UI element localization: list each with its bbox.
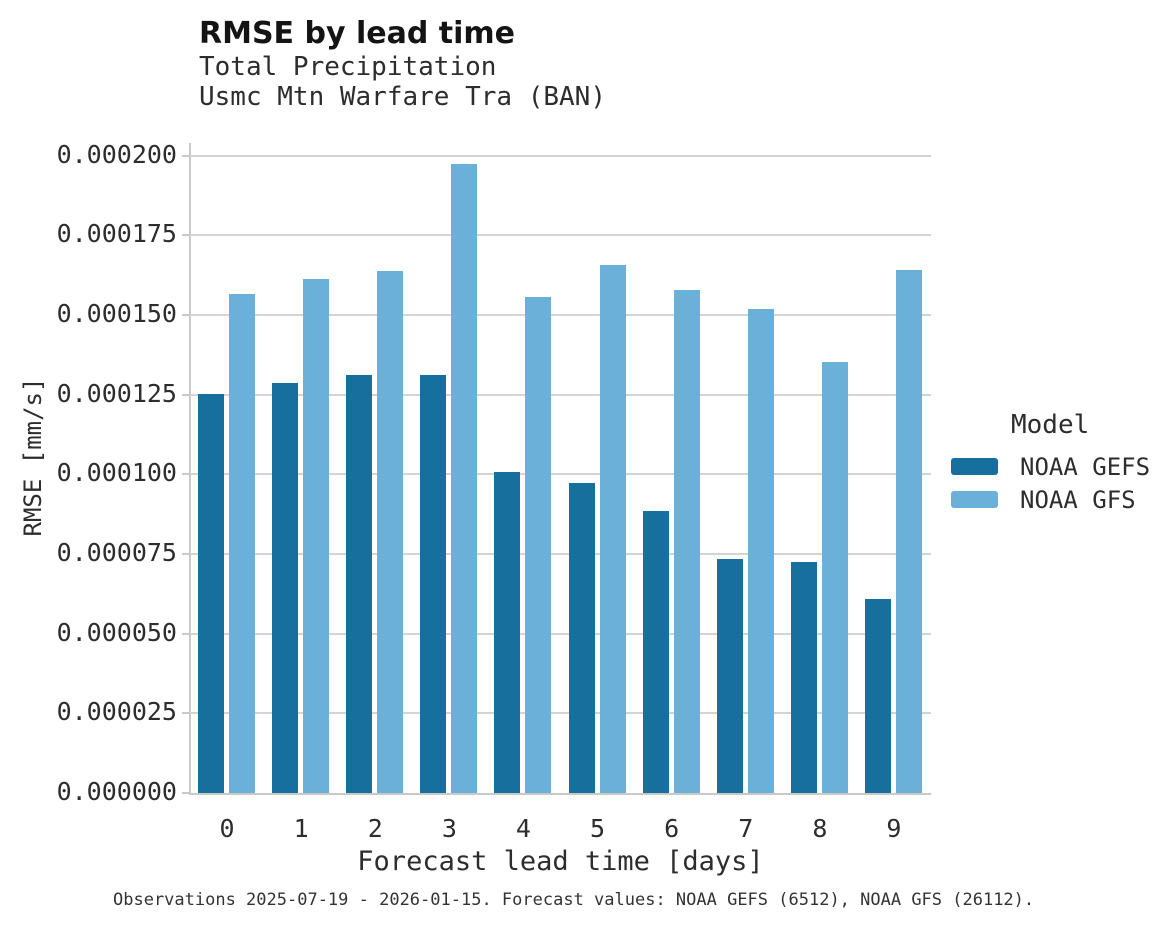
bar-noaa-gefs-lead-4 [494, 472, 520, 793]
x-tick-label-4: 4 [515, 814, 531, 843]
chart-title: RMSE by lead time [199, 16, 515, 51]
x-axis-line [190, 793, 931, 795]
bar-noaa-gfs-lead-9 [896, 270, 922, 793]
chart-subtitle: Total Precipitation Usmc Mtn Warfare Tra … [199, 52, 606, 112]
x-tick-label-8: 8 [812, 814, 828, 843]
x-tick-label-2: 2 [367, 814, 383, 843]
bar-noaa-gfs-lead-2 [377, 271, 403, 793]
gridline-0.000200 [190, 154, 931, 157]
caption-observations: Observations 2025-07-19 - 2026-01-15. Fo… [113, 890, 1035, 910]
x-tick-label-7: 7 [738, 814, 754, 843]
y-tick-label: 0.000000 [56, 777, 177, 806]
y-tick-mark [182, 792, 189, 794]
subtitle-line-2: Usmc Mtn Warfare Tra (BAN) [199, 82, 606, 112]
y-tick-label: 0.000100 [56, 458, 177, 488]
y-tick-mark [182, 712, 189, 715]
y-tick-label: 0.000125 [56, 378, 177, 408]
y-tick-mark [182, 154, 189, 157]
x-tick-label-3: 3 [441, 814, 457, 843]
y-tick-mark [182, 234, 189, 237]
gridline-0.000150 [190, 314, 931, 317]
bar-noaa-gefs-lead-1 [272, 383, 298, 793]
bar-noaa-gfs-lead-6 [674, 290, 700, 793]
gridline-0.000075 [190, 553, 931, 556]
x-axis-label: Forecast lead time [days] [357, 846, 764, 877]
bar-noaa-gfs-lead-8 [822, 362, 848, 793]
gridline-0.000025 [190, 712, 931, 715]
y-tick-mark [182, 473, 189, 476]
bar-noaa-gfs-lead-7 [748, 309, 774, 793]
y-tick-label: 0.000200 [56, 139, 177, 169]
y-tick-mark [182, 393, 189, 396]
bar-noaa-gfs-lead-3 [451, 164, 477, 793]
bar-noaa-gefs-lead-3 [420, 375, 446, 793]
gridline-0.000050 [190, 632, 931, 635]
bar-noaa-gfs-lead-0 [229, 294, 255, 793]
legend-entry-noaa-gfs: NOAA GFS [951, 483, 1150, 516]
legend-swatch-noaa-gfs [951, 491, 998, 508]
plot-area [190, 143, 931, 795]
gridline-0.000125 [190, 393, 931, 396]
legend-entry-noaa-gefs: NOAA GEFS [951, 450, 1150, 483]
x-tick-label-1: 1 [293, 814, 309, 843]
bar-noaa-gefs-lead-5 [569, 483, 595, 793]
legend: Model NOAA GEFS NOAA GFS [951, 410, 1150, 516]
y-tick-label: 0.000075 [56, 538, 177, 568]
x-tick-label-0: 0 [219, 814, 235, 843]
x-tick-label-9: 9 [886, 814, 902, 843]
legend-label-noaa-gefs: NOAA GEFS [1020, 452, 1151, 481]
y-tick-label: 0.000025 [56, 697, 177, 727]
gridline-0.000100 [190, 473, 931, 476]
legend-swatch-noaa-gefs [951, 458, 998, 475]
y-axis-label: RMSE [mm/s] [19, 377, 47, 537]
bar-noaa-gefs-lead-2 [346, 375, 372, 793]
y-tick-mark [182, 314, 189, 317]
y-tick-label: 0.000050 [56, 617, 177, 647]
bar-noaa-gfs-lead-4 [525, 297, 551, 793]
bar-noaa-gefs-lead-9 [865, 599, 891, 793]
y-tick-label: 0.000175 [56, 219, 177, 249]
x-tick-label-5: 5 [590, 814, 606, 843]
legend-label-noaa-gfs: NOAA GFS [1020, 485, 1136, 514]
bar-noaa-gefs-lead-8 [791, 562, 817, 793]
bar-noaa-gefs-lead-6 [643, 511, 669, 793]
y-tick-mark [182, 632, 189, 635]
bar-noaa-gfs-lead-5 [600, 265, 626, 793]
y-axis-spine [189, 143, 191, 795]
legend-title: Model [1011, 410, 1090, 440]
bar-noaa-gfs-lead-1 [303, 279, 329, 793]
bar-noaa-gefs-lead-7 [717, 559, 743, 793]
y-tick-mark [182, 553, 189, 556]
subtitle-line-1: Total Precipitation [199, 52, 497, 82]
gridline-0.000175 [190, 234, 931, 237]
bar-noaa-gefs-lead-0 [198, 394, 224, 793]
y-tick-label: 0.000150 [56, 299, 177, 329]
x-tick-label-6: 6 [664, 814, 680, 843]
